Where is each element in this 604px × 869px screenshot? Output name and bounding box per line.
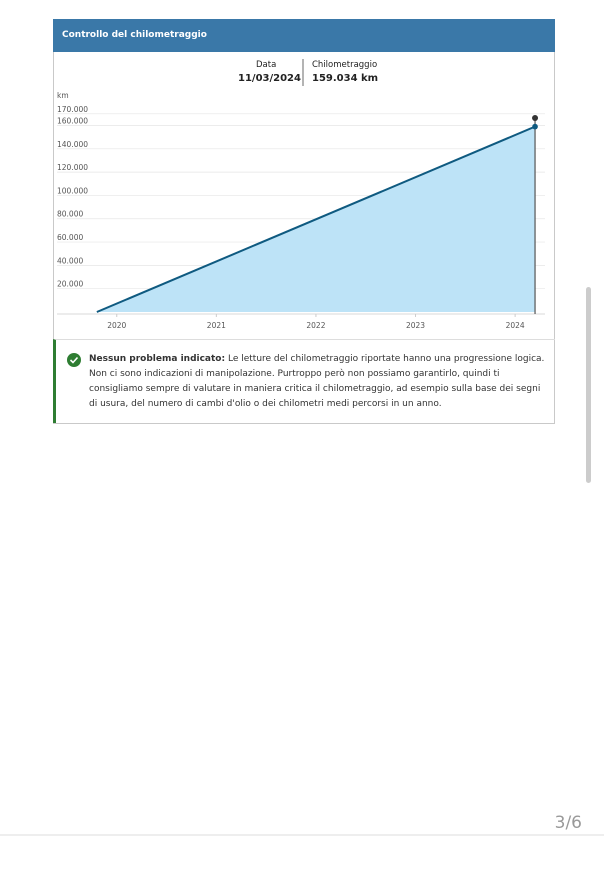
check-mark bbox=[69, 356, 79, 364]
card-header: Controllo del chilometraggio bbox=[53, 19, 555, 52]
notice bbox=[53, 339, 555, 423]
y-tick-label: 80.000 bbox=[57, 210, 83, 219]
y-tick-label: 120.000 bbox=[57, 163, 88, 172]
y-tick-label: 140.000 bbox=[57, 140, 88, 149]
notice-title: Nessun problema indicato: bbox=[89, 354, 226, 364]
y-tick-label: 40.000 bbox=[57, 256, 83, 265]
x-tick-label: 2022 bbox=[306, 321, 325, 330]
point bbox=[532, 123, 538, 130]
hover-pin bbox=[532, 115, 539, 121]
scrollbar[interactable] bbox=[586, 287, 591, 483]
notice-text: Nessun problema indicato: Le letture del… bbox=[89, 352, 547, 412]
x-tick-label: 2023 bbox=[406, 321, 425, 330]
tooltip-label: Chilometraggio bbox=[312, 60, 378, 70]
y-tick-label: 100.000 bbox=[57, 186, 88, 195]
tooltip-label: Data bbox=[256, 60, 277, 70]
y-axis-label: km bbox=[57, 91, 69, 100]
page-indicator: 3/6 bbox=[554, 813, 582, 833]
y-tick-label: 20.000 bbox=[57, 280, 83, 289]
x-tick-label: 2024 bbox=[506, 321, 525, 330]
notice-body: Le letture del chilometraggio riportate … bbox=[89, 354, 545, 409]
y-tick-label: 160.000 bbox=[57, 116, 88, 125]
y-tick-label: 170.000 bbox=[57, 105, 88, 114]
tooltip-value: 159.034 km bbox=[312, 73, 379, 84]
line bbox=[96, 125, 536, 313]
check-icon bbox=[67, 353, 81, 367]
y-tick-label: 60.000 bbox=[57, 233, 83, 242]
x-tick-label: 2021 bbox=[207, 321, 226, 330]
tooltip-value: 11/03/2024 bbox=[238, 73, 301, 84]
x-tick-label: 2020 bbox=[107, 321, 126, 330]
